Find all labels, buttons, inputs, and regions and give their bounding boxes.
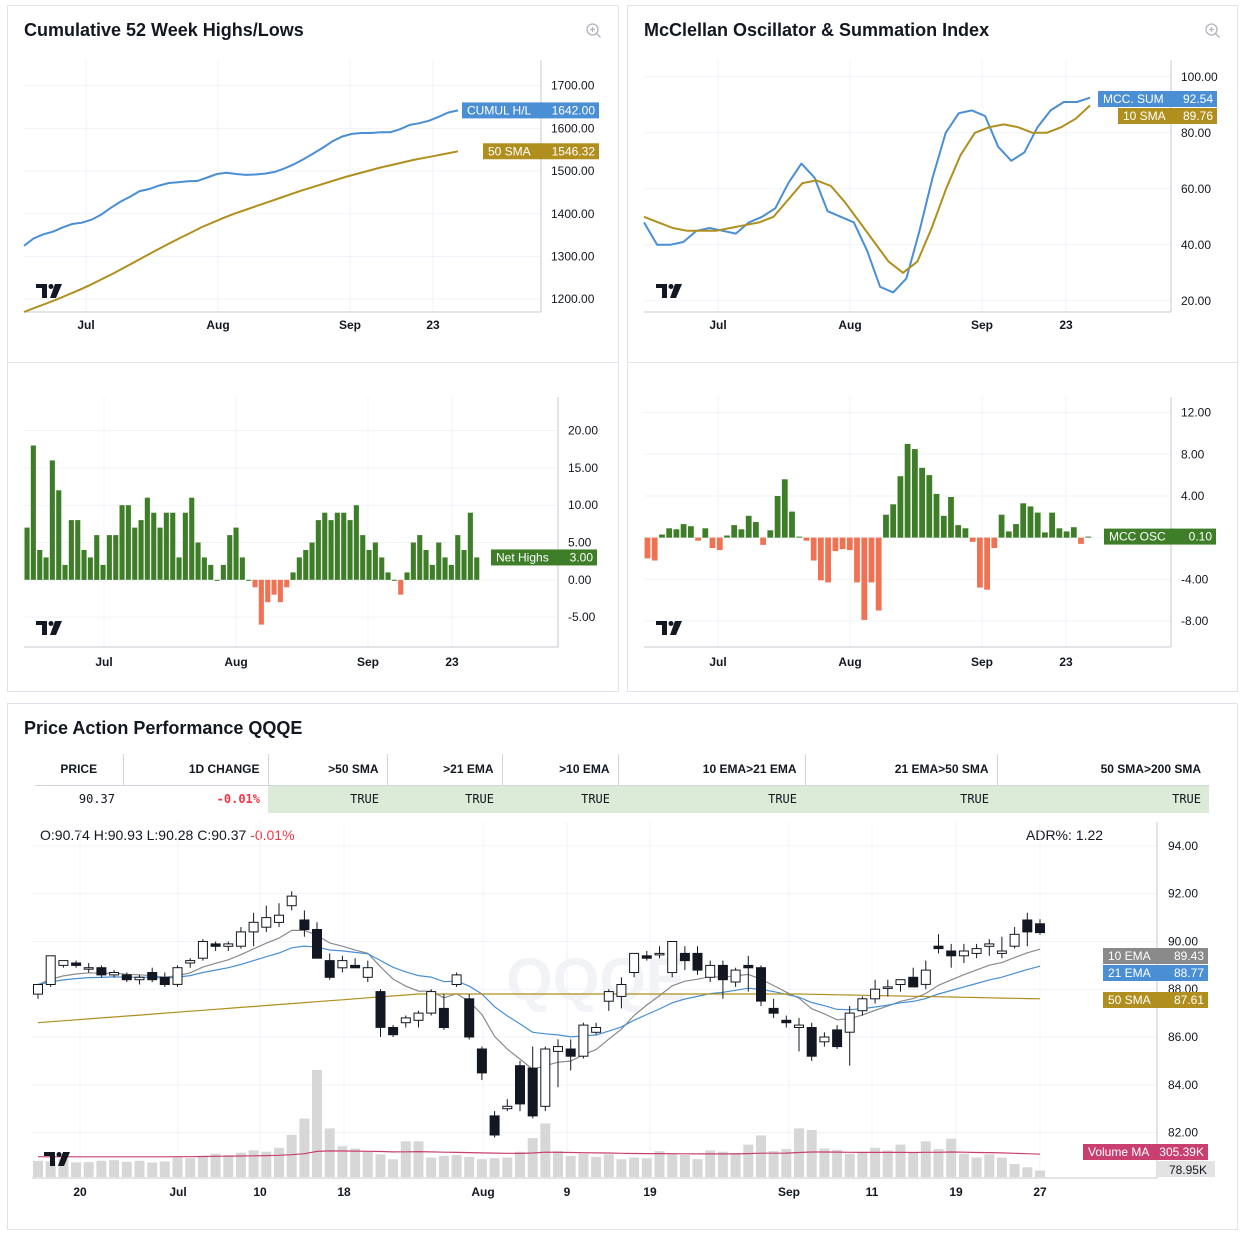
- panel-title: Price Action Performance QQQE: [24, 718, 303, 738]
- panel-title: Cumulative 52 Week Highs/Lows: [24, 20, 304, 40]
- header-price: PRICE: [35, 754, 124, 786]
- zoom-in-icon[interactable]: [585, 22, 603, 40]
- performance-value-row: 90.37 -0.01% TRUE TRUE TRUE TRUE TRUE TR…: [35, 785, 1209, 813]
- header-10ema-gt-21ema: 10 EMA>21 EMA: [618, 754, 806, 786]
- header-above-50-sma: >50 SMA: [268, 754, 388, 786]
- value-21ema-gt-50sma: TRUE: [805, 785, 997, 813]
- performance-table: PRICE 1D CHANGE >50 SMA >21 EMA >10 EMA …: [35, 754, 1209, 813]
- mcclellan-panel: McClellan Oscillator & Summation Index: [627, 5, 1238, 692]
- panel-divider: [8, 362, 618, 363]
- ohlc-readout: O:90.74 H:90.93 L:90.28 C:90.37 -0.01%: [40, 827, 295, 843]
- performance-header-row: PRICE 1D CHANGE >50 SMA >21 EMA >10 EMA …: [35, 754, 1209, 786]
- adr-readout: ADR%: 1.22: [1026, 827, 1104, 843]
- panel-title: McClellan Oscillator & Summation Index: [644, 20, 990, 40]
- value-above-10-ema: TRUE: [502, 785, 618, 813]
- header-above-10-ema: >10 EMA: [502, 754, 619, 786]
- value-50sma-gt-200sma: TRUE: [997, 785, 1209, 813]
- value-above-50-sma: TRUE: [268, 785, 387, 813]
- cumulative-highs-lows-panel: Cumulative 52 Week Highs/Lows: [7, 5, 619, 692]
- header-1d-change: 1D CHANGE: [123, 754, 269, 786]
- value-1d-change: -0.01%: [216, 792, 260, 807]
- zoom-in-icon[interactable]: [1204, 22, 1222, 40]
- ohlc-change: -0.01%: [250, 827, 295, 843]
- header-50sma-gt-200sma: 50 SMA>200 SMA: [997, 754, 1209, 786]
- value-price: 90.37: [78, 792, 115, 807]
- header-21ema-gt-50sma: 21 EMA>50 SMA: [805, 754, 998, 786]
- value-10ema-gt-21ema: TRUE: [618, 785, 805, 813]
- header-above-21-ema: >21 EMA: [387, 754, 503, 786]
- value-above-21-ema: TRUE: [387, 785, 502, 813]
- panel-divider: [628, 362, 1237, 363]
- ohlc-values: O:90.74 H:90.93 L:90.28 C:90.37: [40, 827, 247, 843]
